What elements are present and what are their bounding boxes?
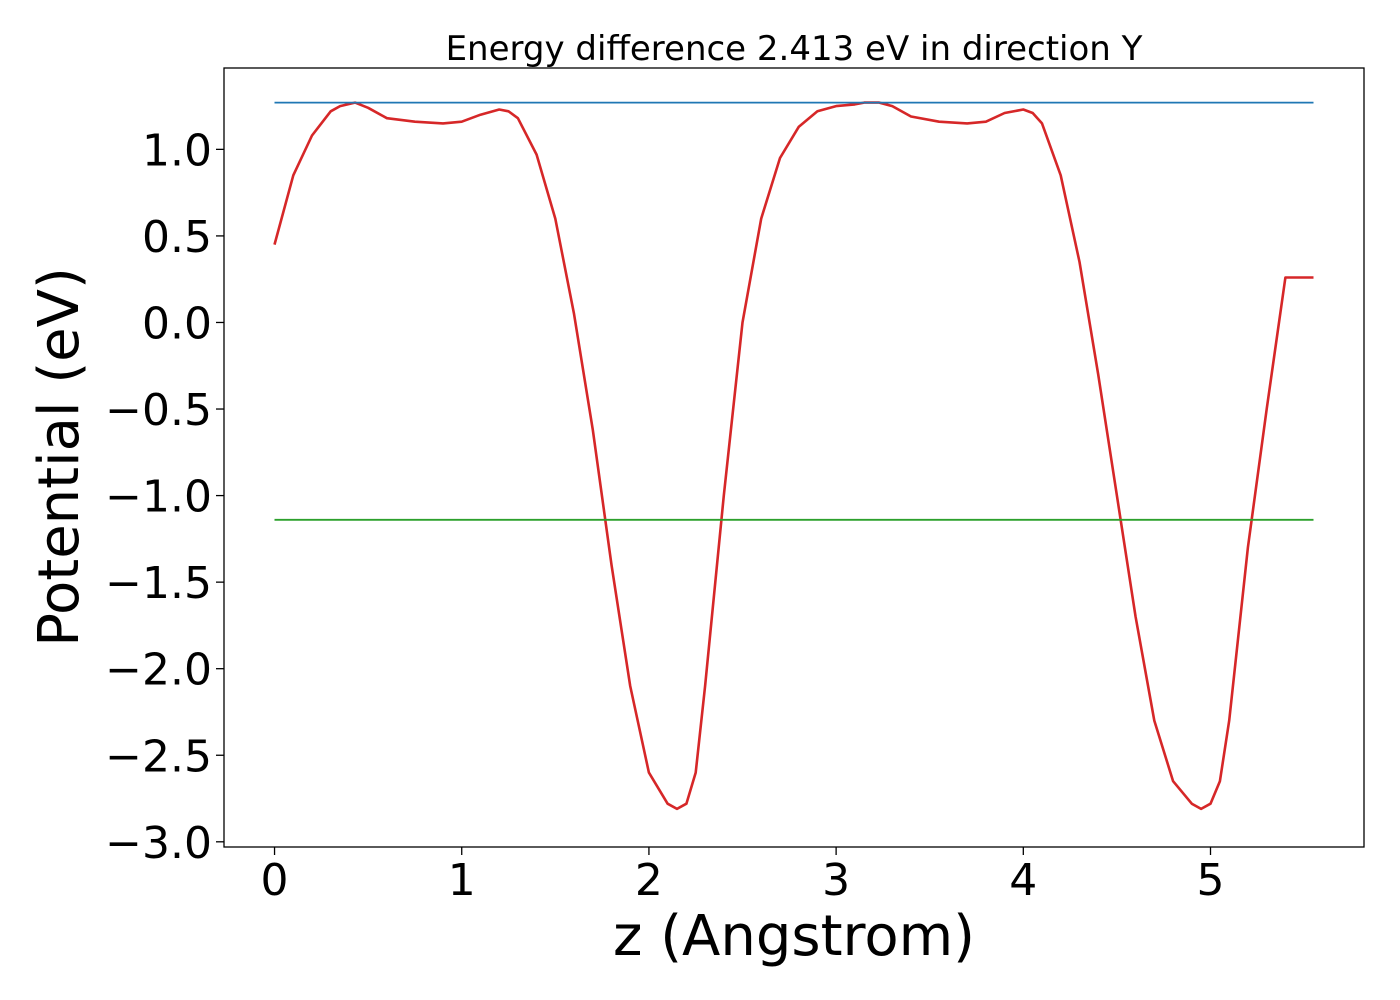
x-tick-label: 0 xyxy=(261,855,289,906)
y-axis-label: Potential (eV) xyxy=(27,267,92,647)
y-tick-label: −1.5 xyxy=(105,558,212,609)
y-tick-label: −2.0 xyxy=(105,645,212,696)
y-tick-label: −0.5 xyxy=(105,385,212,436)
x-tick-label: 2 xyxy=(635,855,663,906)
x-tick-label: 3 xyxy=(822,855,850,906)
plot-lines xyxy=(273,101,1314,811)
chart-title: Energy difference 2.413 eV in direction … xyxy=(446,29,1143,69)
y-axis-ticks: 1.0 0.5 0.0 −0.5 −1.0 −1.5 −2.0 −2.5 −3.0 xyxy=(105,125,224,869)
x-tick-label: 4 xyxy=(1009,855,1037,906)
y-tick-label: −1.0 xyxy=(105,472,212,523)
x-axis-ticks: 0 1 2 3 4 5 xyxy=(261,847,1225,906)
x-tick-label: 5 xyxy=(1197,855,1225,906)
y-tick-label: −3.0 xyxy=(105,818,212,869)
y-tick-label: 1.0 xyxy=(142,125,212,176)
plot-frame xyxy=(223,67,1365,848)
x-tick-label: 1 xyxy=(448,855,476,906)
series-line-0 xyxy=(273,101,1314,811)
y-tick-label: 0.0 xyxy=(142,298,212,349)
x-axis-label: z (Angstrom) xyxy=(613,904,975,969)
y-tick-label: 0.5 xyxy=(142,212,212,263)
y-tick-label: −2.5 xyxy=(105,731,212,782)
